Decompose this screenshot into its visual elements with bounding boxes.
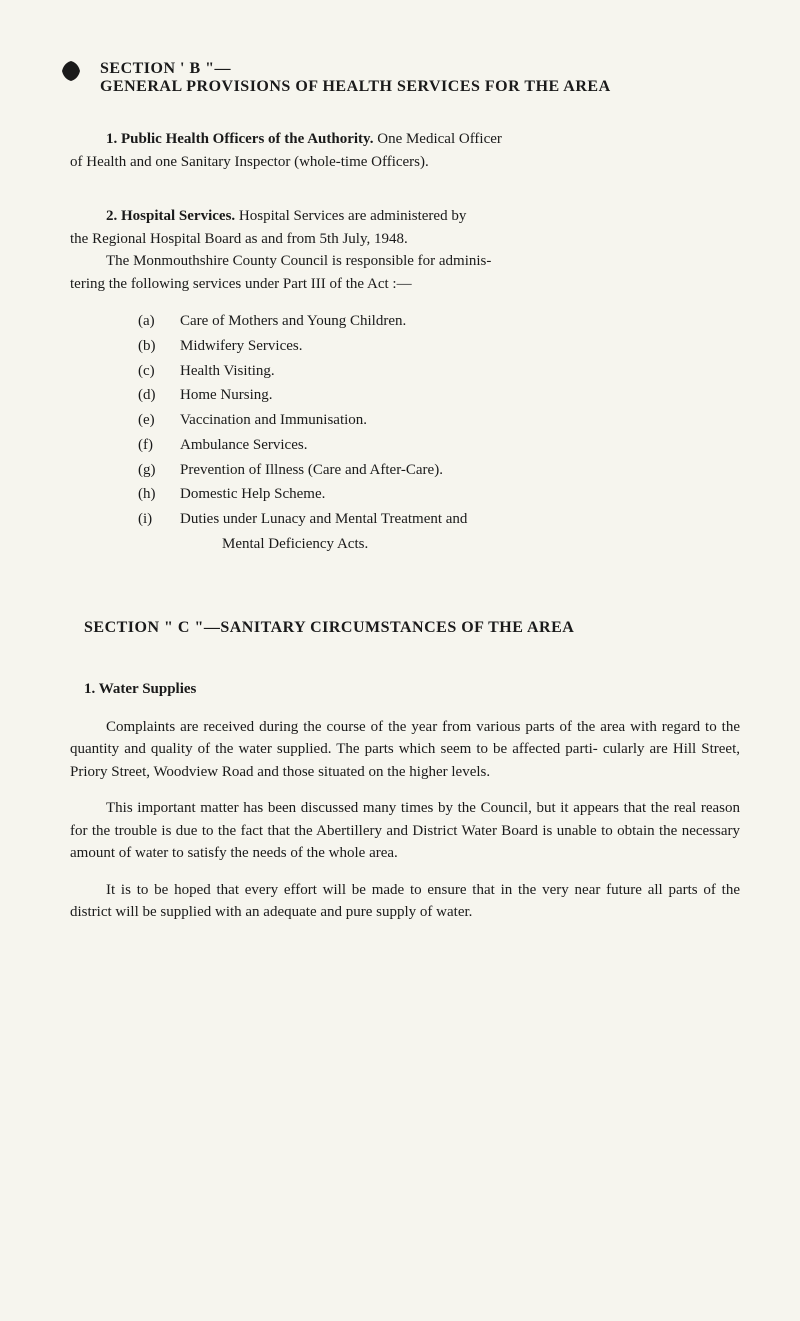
list-text: Vaccination and Immunisation. — [180, 408, 740, 433]
section-b-item2: 2. Hospital Services. Hospital Services … — [70, 205, 740, 228]
list-item: (a) Care of Mothers and Young Children. — [138, 309, 740, 334]
list-item: (i) Duties under Lunacy and Mental Treat… — [138, 507, 740, 532]
item1-text-b: of Health and one Sanitary Inspector (wh… — [70, 151, 740, 174]
list-label: (c) — [138, 359, 180, 384]
section-c-p3: It is to be hoped that every effort will… — [70, 879, 740, 924]
item2-text-b: the Regional Hospital Board as and from … — [70, 228, 740, 251]
list-item: (b) Midwifery Services. — [138, 334, 740, 359]
section-b-title: GENERAL PROVISIONS OF HEALTH SERVICES FO… — [100, 78, 740, 96]
section-c-header: SECTION " C "—SANITARY CIRCUMSTANCES OF … — [84, 619, 740, 637]
item1-text-a: One Medical Officer — [373, 131, 501, 147]
section-b-label: SECTION ' B "— — [100, 60, 740, 78]
list-item: (d) Home Nursing. — [138, 383, 740, 408]
list-item: (e) Vaccination and Immunisation. — [138, 408, 740, 433]
list-item: (g) Prevention of Illness (Care and Afte… — [138, 458, 740, 483]
item2-label: 2. Hospital Services. — [106, 208, 235, 224]
list-label: (i) — [138, 507, 180, 532]
list-label: (a) — [138, 309, 180, 334]
list-label-blank — [138, 532, 180, 557]
list-text: Prevention of Illness (Care and After-Ca… — [180, 458, 740, 483]
list-text: Care of Mothers and Young Children. — [180, 309, 740, 334]
water-supplies-heading: 1. Water Supplies — [84, 681, 740, 698]
list-label: (h) — [138, 482, 180, 507]
item1-label: 1. Public Health Officers of the Authori… — [106, 131, 373, 147]
list-text: Home Nursing. — [180, 383, 740, 408]
list-label: (b) — [138, 334, 180, 359]
list-text: Ambulance Services. — [180, 433, 740, 458]
list-label: (g) — [138, 458, 180, 483]
list-text-cont: Mental Deficiency Acts. — [180, 532, 740, 557]
list-label: (d) — [138, 383, 180, 408]
list-text: Health Visiting. — [180, 359, 740, 384]
list-item: (f) Ambulance Services. — [138, 433, 740, 458]
list-text: Domestic Help Scheme. — [180, 482, 740, 507]
list-text: Midwifery Services. — [180, 334, 740, 359]
section-b-item1: 1. Public Health Officers of the Authori… — [70, 128, 740, 151]
section-b-list: (a) Care of Mothers and Young Children. … — [138, 309, 740, 557]
section-c-p2: This important matter has been discussed… — [70, 797, 740, 865]
section-c-p1: Complaints are received during the cours… — [70, 716, 740, 784]
list-text: Duties under Lunacy and Mental Treatment… — [180, 507, 740, 532]
list-item: (c) Health Visiting. — [138, 359, 740, 384]
list-item-cont: Mental Deficiency Acts. — [138, 532, 740, 557]
item2-text-d: tering the following services under Part… — [70, 273, 740, 296]
item2-text-c: The Monmouthshire County Council is resp… — [70, 250, 740, 273]
item2-text-a: Hospital Services are administered by — [235, 208, 466, 224]
list-label: (e) — [138, 408, 180, 433]
bullet-icon — [60, 60, 82, 82]
list-item: (h) Domestic Help Scheme. — [138, 482, 740, 507]
list-label: (f) — [138, 433, 180, 458]
